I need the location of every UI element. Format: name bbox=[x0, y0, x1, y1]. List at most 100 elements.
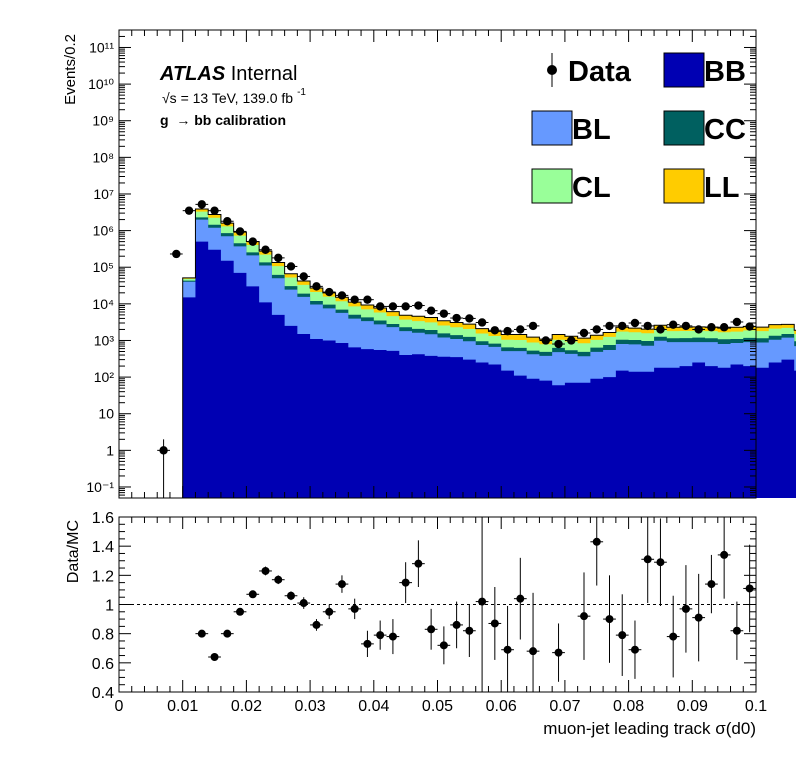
ratio-ytick-label: 1.6 bbox=[92, 510, 114, 527]
data-point bbox=[388, 302, 398, 311]
main-ytick-label: 10³ bbox=[94, 332, 115, 348]
data-point bbox=[656, 325, 665, 334]
energy-superscript: -1 bbox=[297, 87, 306, 98]
data-point bbox=[299, 272, 308, 281]
data-point bbox=[159, 446, 168, 455]
legend-swatch-cl bbox=[531, 168, 573, 204]
main-ytick-label: 10⁹ bbox=[92, 113, 114, 129]
ratio-point bbox=[630, 645, 639, 654]
data-point bbox=[375, 302, 385, 311]
main-ytick-label: 10⁴ bbox=[92, 296, 114, 312]
ratio-xtick-label: 0 bbox=[115, 698, 124, 715]
ratio-point bbox=[401, 578, 410, 587]
legend-data-marker bbox=[547, 65, 557, 75]
ratio-xtick-label: 0.03 bbox=[295, 698, 326, 715]
ratio-point bbox=[274, 575, 283, 584]
ratio-xtick-label: 0.01 bbox=[167, 698, 198, 715]
data-point bbox=[350, 295, 359, 304]
ratio-point bbox=[299, 599, 308, 608]
ratio-xtick-label: 0.09 bbox=[677, 698, 708, 715]
ratio-point bbox=[516, 594, 525, 603]
legend-swatch-cc bbox=[663, 110, 705, 146]
data-point bbox=[643, 321, 652, 331]
data-point bbox=[541, 336, 550, 345]
data-point bbox=[605, 321, 614, 331]
main-ytick-label: 10⁵ bbox=[93, 259, 114, 275]
ratio-point bbox=[223, 629, 232, 638]
ratio-point bbox=[580, 612, 589, 621]
stack-bb bbox=[182, 241, 796, 498]
ratio-point bbox=[363, 639, 372, 648]
data-point bbox=[439, 309, 449, 318]
data-point bbox=[681, 321, 691, 331]
data-point bbox=[503, 326, 512, 336]
ratio-point bbox=[325, 607, 334, 616]
data-point bbox=[528, 321, 538, 331]
ratio-point bbox=[236, 607, 245, 616]
data-point bbox=[248, 237, 257, 246]
ratio-point bbox=[388, 632, 397, 641]
atlas-annotation: ATLAS Internal bbox=[159, 63, 297, 85]
legend-label-cc: CC bbox=[704, 114, 746, 146]
ratio-point bbox=[337, 580, 346, 589]
data-point bbox=[465, 314, 474, 323]
data-point bbox=[197, 200, 207, 209]
selection-label: g → bb calibration bbox=[160, 112, 286, 128]
ratio-xtick-label: 0.1 bbox=[745, 698, 767, 715]
ratio-xlabel: muon-jet leading track σ(d0) bbox=[543, 719, 756, 738]
ratio-point bbox=[694, 613, 703, 622]
data-point bbox=[337, 291, 347, 300]
ratio-ylabel: Data/MC bbox=[65, 520, 82, 583]
data-point bbox=[223, 217, 232, 226]
ratio-point bbox=[592, 537, 601, 546]
ratio-point bbox=[643, 555, 652, 564]
legend-swatch-ll bbox=[663, 168, 705, 204]
data-point bbox=[172, 249, 181, 259]
data-point bbox=[452, 313, 461, 323]
legend-swatch-bb bbox=[663, 52, 705, 88]
ratio-point bbox=[656, 558, 665, 567]
main-ytick-label: 10 bbox=[98, 406, 114, 422]
data-point bbox=[630, 318, 640, 328]
data-point bbox=[694, 325, 703, 334]
legend-label-bb: BB bbox=[704, 56, 746, 88]
main-ylabel: Events/0.2 bbox=[62, 34, 79, 105]
ratio-point bbox=[376, 631, 385, 640]
ratio-ytick-label: 0.8 bbox=[92, 627, 114, 644]
main-ytick-label: 10¹⁰ bbox=[88, 76, 114, 92]
atlas-status: Internal bbox=[231, 63, 298, 85]
data-point bbox=[312, 282, 321, 291]
data-point bbox=[210, 206, 219, 215]
ratio-point bbox=[669, 632, 678, 641]
ratio-ytick-label: 1 bbox=[105, 598, 114, 615]
data-point bbox=[325, 287, 334, 297]
data-point bbox=[490, 326, 500, 335]
legend-label-cl: CL bbox=[572, 172, 611, 204]
data-point bbox=[745, 322, 754, 331]
main-ytick-label: 10⁶ bbox=[93, 223, 114, 239]
data-point bbox=[732, 317, 742, 327]
ratio-point bbox=[350, 604, 359, 613]
data-point bbox=[414, 301, 423, 310]
ratio-point bbox=[605, 615, 614, 624]
ratio-point bbox=[720, 550, 729, 559]
data-point bbox=[592, 325, 601, 334]
main-panel-marks bbox=[157, 200, 796, 498]
ratio-point bbox=[452, 620, 461, 629]
main-ytick-label: 10¹¹ bbox=[89, 39, 114, 55]
data-point bbox=[261, 245, 270, 254]
data-point bbox=[719, 323, 729, 332]
ratio-point bbox=[439, 641, 448, 650]
ratio-point bbox=[490, 619, 499, 628]
main-ytick-label: 10⁻¹ bbox=[86, 479, 114, 495]
data-point bbox=[567, 336, 576, 345]
data-point bbox=[516, 325, 525, 334]
ratio-ytick-label: 1.4 bbox=[92, 539, 114, 556]
data-point bbox=[401, 302, 410, 311]
ratio-ytick-label: 0.4 bbox=[92, 685, 114, 702]
main-ytick-label: 10⁷ bbox=[93, 186, 114, 202]
ratio-point bbox=[681, 604, 690, 613]
energy-label: √s = 13 TeV, 139.0 fb bbox=[162, 90, 293, 106]
ratio-point bbox=[210, 653, 219, 661]
